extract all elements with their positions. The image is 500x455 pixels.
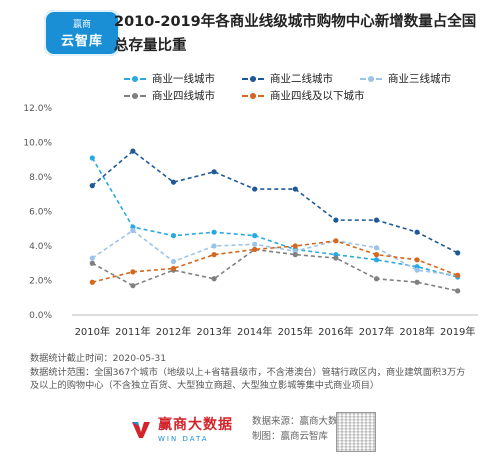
legend-label: 商业四线城市	[152, 90, 215, 102]
data-point-series-5	[414, 257, 420, 263]
data-point-series-4	[333, 255, 339, 261]
notes-scope-line2: 及以上的购物中心（不含独立百货、大型独立商超、大型独立影城等集中式商业项目）	[30, 380, 380, 391]
chart-notes: 数据统计截止时间：2020-05-31 数据统计范围：全国367个城市（地级以上…	[30, 352, 485, 393]
data-point-series-5	[89, 279, 95, 285]
series-line-4	[91, 248, 458, 292]
brand-mark-icon	[130, 418, 152, 440]
data-point-series-5	[170, 265, 177, 272]
data-point-series-2	[252, 186, 258, 192]
notes-cutoff-date: 数据统计截止时间：2020-05-31	[30, 353, 167, 364]
legend-item-5: 商业四线及以下城市	[242, 88, 365, 103]
series-line-2	[91, 150, 459, 254]
data-point-series-5	[211, 252, 217, 258]
data-point-series-2	[130, 148, 136, 154]
data-point-series-5	[333, 238, 339, 244]
y-tick-label: 0.0%	[29, 311, 52, 321]
legend-swatch	[242, 92, 264, 99]
x-tick-label: 2017年	[359, 325, 394, 338]
legend-swatch	[124, 92, 146, 99]
data-point-series-3	[89, 255, 95, 261]
data-point-series-4	[292, 252, 298, 258]
data-point-series-3	[373, 245, 380, 251]
x-tick-label: 2010年	[75, 325, 110, 338]
legend-item-3: 商业三线城市	[360, 71, 451, 86]
source-info: 数据来源：赢商大数据 制图：赢商云智库	[252, 414, 347, 444]
data-point-series-2	[170, 179, 177, 185]
data-point-series-4	[130, 283, 136, 289]
data-point-series-3	[252, 241, 258, 247]
logo-text-bottom: 云智库	[60, 34, 103, 49]
legend-item-1: 商业一线城市	[124, 71, 215, 86]
data-point-series-2	[211, 169, 217, 175]
legend-label: 商业三线城市	[388, 73, 451, 85]
legend-swatch	[124, 75, 146, 82]
data-point-series-5	[455, 272, 461, 278]
data-point-series-2	[89, 183, 95, 189]
legend-swatch	[360, 75, 382, 82]
data-point-series-2	[414, 229, 420, 235]
data-point-series-4	[211, 276, 217, 282]
y-tick-label: 4.0%	[29, 242, 52, 252]
brand-subtitle: WIN DATA	[158, 435, 209, 443]
data-point-series-4	[373, 276, 380, 282]
series-line-1	[91, 157, 458, 278]
notes-scope-line1: 数据统计范围：全国367个城市（地级以上+省辖县级市，不含港澳台）管辖行政区内，…	[30, 366, 466, 378]
data-point-series-4	[455, 288, 461, 294]
data-point-series-5	[373, 252, 380, 258]
y-tick-label: 6.0%	[29, 208, 52, 218]
data-point-series-3	[211, 243, 217, 249]
data-point-series-2	[373, 217, 380, 223]
legend-label: 商业二线城市	[270, 73, 333, 85]
data-point-series-5	[252, 246, 258, 253]
qr-code[interactable]	[336, 412, 376, 452]
y-tick-label: 12.0%	[23, 104, 52, 114]
data-source: 数据来源：赢商大数据	[252, 416, 348, 427]
x-tick-label: 2019年	[440, 325, 475, 338]
brand-name: 赢商大数据	[158, 417, 233, 433]
data-point-series-1	[211, 229, 217, 235]
data-point-series-2	[455, 250, 461, 256]
logo-badge: 赢商 云智库	[44, 10, 120, 56]
y-tick-label: 10.0%	[23, 139, 52, 149]
legend-swatch	[242, 75, 264, 82]
brand-logo: 赢商大数据 WIN DATA	[130, 414, 233, 443]
chart-title-line2: 总存量比重	[114, 38, 187, 54]
data-point-series-2	[333, 217, 339, 223]
data-point-series-2	[292, 186, 298, 192]
data-point-series-3	[170, 258, 177, 265]
y-tick-label: 8.0%	[29, 173, 52, 183]
x-tick-label: 2011年	[115, 325, 150, 338]
legend-label: 商业一线城市	[152, 73, 215, 85]
data-point-series-5	[130, 269, 136, 275]
data-point-series-1	[252, 233, 258, 239]
data-point-series-1	[170, 233, 177, 239]
x-tick-label: 2016年	[318, 325, 353, 338]
y-tick-label: 2.0%	[29, 277, 52, 287]
chart-title-line1: 2010-2019年各商业线级城市购物中心新增数量占全国	[114, 14, 477, 30]
line-chart: 0.0% 2.0% 4.0% 6.0% 8.0% 10.0% 12.0% 2010年 2011年…	[23, 104, 478, 338]
data-point-series-4	[414, 279, 420, 285]
legend-item-2: 商业二线城市	[242, 71, 333, 86]
legend-item-4: 商业四线城市	[124, 88, 215, 103]
footer: 赢商大数据 WIN DATA 数据来源：赢商大数据 制图：赢商云智库	[0, 408, 500, 455]
logo-text-top: 赢商	[72, 20, 91, 30]
chart-maker: 制图：赢商云智库	[252, 431, 329, 442]
data-point-series-4	[89, 260, 95, 266]
data-point-series-1	[89, 155, 95, 161]
x-tick-label: 2014年	[237, 325, 272, 338]
legend-label: 商业四线及以下城市	[270, 90, 365, 102]
data-point-series-1	[373, 257, 380, 263]
x-tick-label: 2015年	[278, 325, 313, 338]
x-tick-label: 2013年	[196, 325, 231, 338]
chart-title: 2010-2019年各商业线级城市购物中心新增数量占全国 总存量比重	[114, 10, 490, 58]
series-line-3	[91, 229, 458, 277]
series-line-5	[92, 240, 458, 284]
data-point-series-3	[414, 267, 420, 273]
x-tick-label: 2018年	[399, 325, 434, 338]
data-point-series-5	[292, 243, 298, 249]
data-point-series-3	[130, 227, 136, 234]
x-tick-label: 2012年	[156, 325, 191, 338]
